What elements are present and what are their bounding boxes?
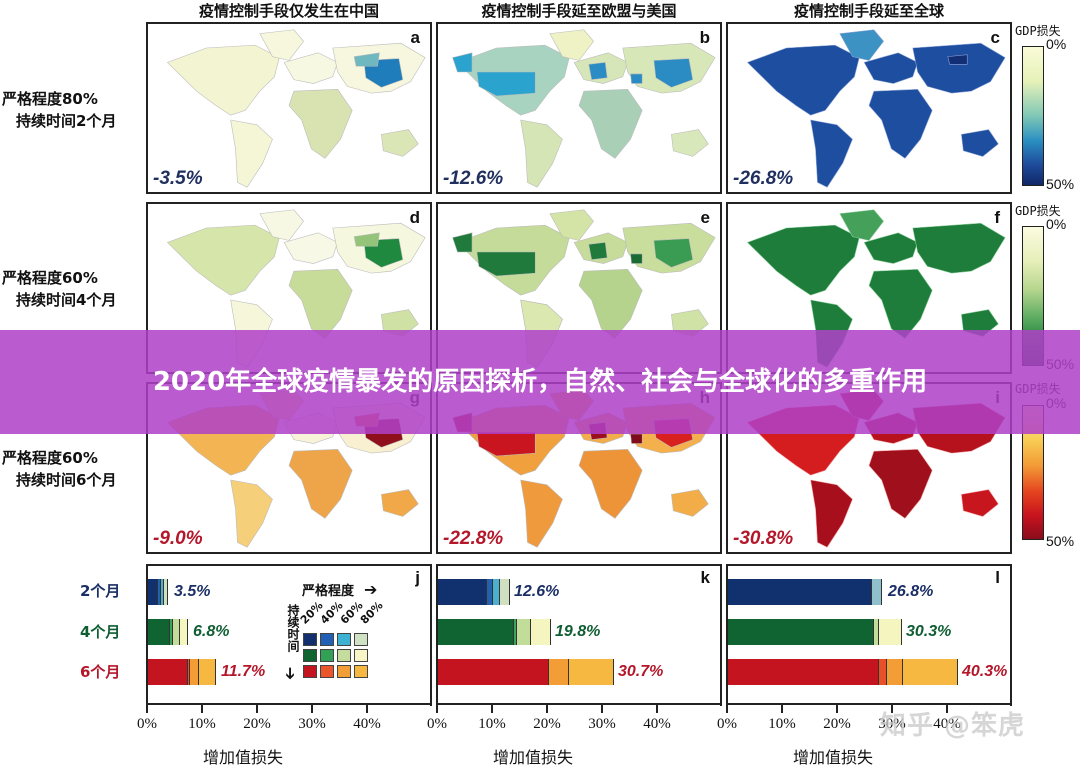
world-map xyxy=(166,209,426,368)
panel-letter: b xyxy=(699,28,710,47)
bar-4m xyxy=(728,619,902,645)
colorbar-min: 0% xyxy=(1046,216,1067,232)
bar-panel-l: l 26.8% 30.3% 40.3% xyxy=(726,564,1012,706)
x-axis-k xyxy=(436,703,722,705)
colorbar-title-blue: GDP损失 xyxy=(1015,24,1061,38)
bar-value: 30.7% xyxy=(618,663,664,680)
bar-value: 12.6% xyxy=(514,583,560,600)
bar-4m xyxy=(148,619,188,645)
legend-duration-label: 持续时间 xyxy=(286,604,300,652)
duration-label-4m: 4个月 xyxy=(80,623,121,641)
title-banner: 2020年全球疫情暴发的原因探析，自然、社会与全球化的多重作用 xyxy=(0,330,1080,434)
map-panel-b: b -12.6% xyxy=(436,22,722,194)
bar-2m xyxy=(148,579,168,605)
tick-label: 20% xyxy=(243,716,271,732)
tick-label: 0% xyxy=(717,716,737,732)
bar-6m xyxy=(148,659,216,685)
gdp-loss-value: -12.6% xyxy=(443,168,504,189)
duration-label-2m: 2个月 xyxy=(80,582,121,600)
legend-color-grid xyxy=(303,633,368,678)
gdp-loss-value: -9.0% xyxy=(153,528,203,549)
tick-label: 30% xyxy=(298,716,326,732)
bar-value: 11.7% xyxy=(221,663,266,680)
world-map xyxy=(452,209,716,368)
panel-letter: l xyxy=(995,568,1000,587)
bar-value: 26.8% xyxy=(888,583,934,600)
row-label-2: 严格程度60% 持续时间4个月 xyxy=(2,269,117,309)
map-panel-a: a -3.5% xyxy=(146,22,432,194)
bar-value: 3.5% xyxy=(174,583,211,600)
legend-severity-levels: 20% 40% 60% 80% xyxy=(297,598,386,627)
panel-letter: d xyxy=(409,208,420,227)
x-axis-label-j: 增加值损失 xyxy=(203,748,284,767)
tick-label: 30% xyxy=(588,716,616,732)
duration-label-6m: 6个月 xyxy=(80,663,121,681)
world-map xyxy=(166,29,426,188)
tick-label: 10% xyxy=(478,716,506,732)
map-panel-c: c -26.8% xyxy=(726,22,1012,194)
gdp-loss-value: -22.8% xyxy=(443,528,504,549)
x-axis-l xyxy=(726,703,1012,705)
x-axis-label-l: 增加值损失 xyxy=(793,748,874,767)
bar-value: 19.8% xyxy=(555,623,601,640)
colorbar-title-green: GDP损失 xyxy=(1015,204,1061,218)
tick-label: 30% xyxy=(878,716,906,732)
column-title-china: 疫情控制手段仅发生在中国 xyxy=(198,2,379,20)
colorbar-max: 50% xyxy=(1046,533,1075,549)
world-map xyxy=(452,29,716,188)
colorbar-max: 50% xyxy=(1046,176,1075,192)
panel-letter: e xyxy=(700,208,710,227)
gdp-loss-value: -26.8% xyxy=(733,168,794,189)
tick-label: 20% xyxy=(533,716,561,732)
watermark: 知乎 @笨虎 xyxy=(880,711,1026,741)
panel-letter: f xyxy=(994,208,1000,227)
bar-value: 6.8% xyxy=(193,623,230,640)
panel-letter: a xyxy=(410,28,420,47)
tick-label: 10% xyxy=(188,716,216,732)
panel-letter: k xyxy=(700,568,710,587)
tick-label: 10% xyxy=(768,716,796,732)
bar-panel-k: k 12.6% 19.8% 30.7% xyxy=(436,564,722,706)
bar-6m xyxy=(728,659,958,685)
tick-label: 20% xyxy=(823,716,851,732)
panel-letter: c xyxy=(990,28,1000,47)
bar-2m xyxy=(438,579,510,605)
bar-4m xyxy=(438,619,551,645)
tick-label: 0% xyxy=(427,716,447,732)
tick-label: 0% xyxy=(137,716,157,732)
row-label-3: 严格程度60% 持续时间6个月 xyxy=(2,449,117,489)
bar-value: 40.3% xyxy=(962,663,1008,680)
arrow-down-icon: ➔ xyxy=(281,666,301,681)
gdp-loss-value: -30.8% xyxy=(733,528,794,549)
bar-value: 30.3% xyxy=(906,623,952,640)
world-map xyxy=(746,29,1006,188)
row-label-1: 严格程度80% 持续时间2个月 xyxy=(2,90,117,130)
bar-6m xyxy=(438,659,614,685)
colorbar-min: 0% xyxy=(1046,36,1067,52)
tick-label: 40% xyxy=(353,716,381,732)
colorbar-blue xyxy=(1022,46,1044,186)
tick-label: 40% xyxy=(643,716,671,732)
gdp-loss-value: -3.5% xyxy=(153,168,203,189)
tick-label: 40% xyxy=(933,716,961,732)
banner-title: 2020年全球疫情暴发的原因探析，自然、社会与全球化的多重作用 xyxy=(152,367,928,397)
column-title-eu-us: 疫情控制手段延至欧盟与美国 xyxy=(481,2,677,20)
x-axis-label-k: 增加值损失 xyxy=(493,748,574,767)
bar-2m xyxy=(728,579,882,605)
x-axis-j xyxy=(146,703,432,705)
arrow-right-icon: ➔ xyxy=(364,580,378,599)
bar-panel-j: j 3.5% 6.8% 11.7% xyxy=(146,564,432,706)
column-title-global: 疫情控制手段延至全球 xyxy=(793,2,944,20)
legend-severity-label: 严格程度 xyxy=(302,584,355,599)
panel-letter: j xyxy=(415,568,420,587)
